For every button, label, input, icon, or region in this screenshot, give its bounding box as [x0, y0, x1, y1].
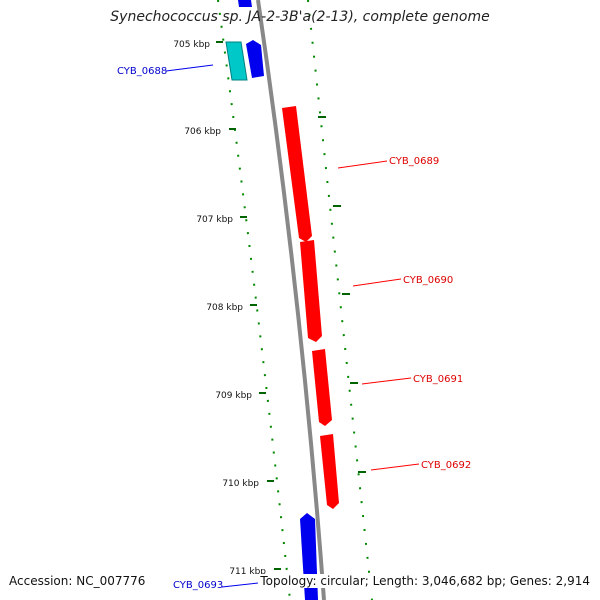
tick-label: 706 kbp — [184, 127, 221, 137]
gene-arrow-cyb0689[interactable] — [282, 106, 312, 242]
gene-arrow-top-fragment[interactable] — [238, 0, 252, 7]
label-leader — [352, 278, 402, 287]
label-leader — [361, 377, 412, 385]
rna-gene-box[interactable] — [225, 41, 248, 81]
outer-dotted-track — [307, 0, 373, 600]
gene-arrow-cyb0692[interactable] — [320, 434, 339, 509]
label-leader — [221, 582, 259, 588]
gene-label-cyb0692[interactable]: CYB_0692 — [421, 460, 471, 471]
gene-label-cyb0688[interactable]: CYB_0688 — [117, 66, 167, 77]
backbone — [256, 0, 326, 600]
label-leader — [337, 160, 388, 169]
gene-label-cyb0690[interactable]: CYB_0690 — [403, 275, 453, 286]
tick-marks — [216, 41, 366, 570]
gene-label-cyb0689[interactable]: CYB_0689 — [389, 156, 439, 167]
gene-arrow-cyb0691[interactable] — [312, 349, 332, 426]
tick-label: 705 kbp — [173, 40, 210, 50]
genome-summary: Topology: circular; Length: 3,046,682 bp… — [258, 574, 590, 588]
gene-label-cyb0691[interactable]: CYB_0691 — [413, 374, 463, 385]
gene-arrow-cyb0688[interactable] — [246, 40, 264, 78]
label-leader — [165, 64, 214, 72]
tick-label: 709 kbp — [215, 391, 252, 401]
tick-label: 711 kbp — [229, 567, 266, 577]
gene-label-cyb0693[interactable]: CYB_0693 — [173, 580, 223, 591]
label-leader — [370, 463, 420, 471]
gene-arrow-cyb0690[interactable] — [300, 240, 322, 342]
tick-label: 708 kbp — [206, 303, 243, 313]
tick-label: 710 kbp — [222, 479, 259, 489]
map-title: Synechococcus sp. JA-2-3B'a(2-13), compl… — [110, 9, 490, 25]
accession-text: Accession: NC_007776 — [9, 574, 146, 588]
tick-label: 707 kbp — [196, 215, 233, 225]
inner-dotted-track — [217, 0, 291, 600]
